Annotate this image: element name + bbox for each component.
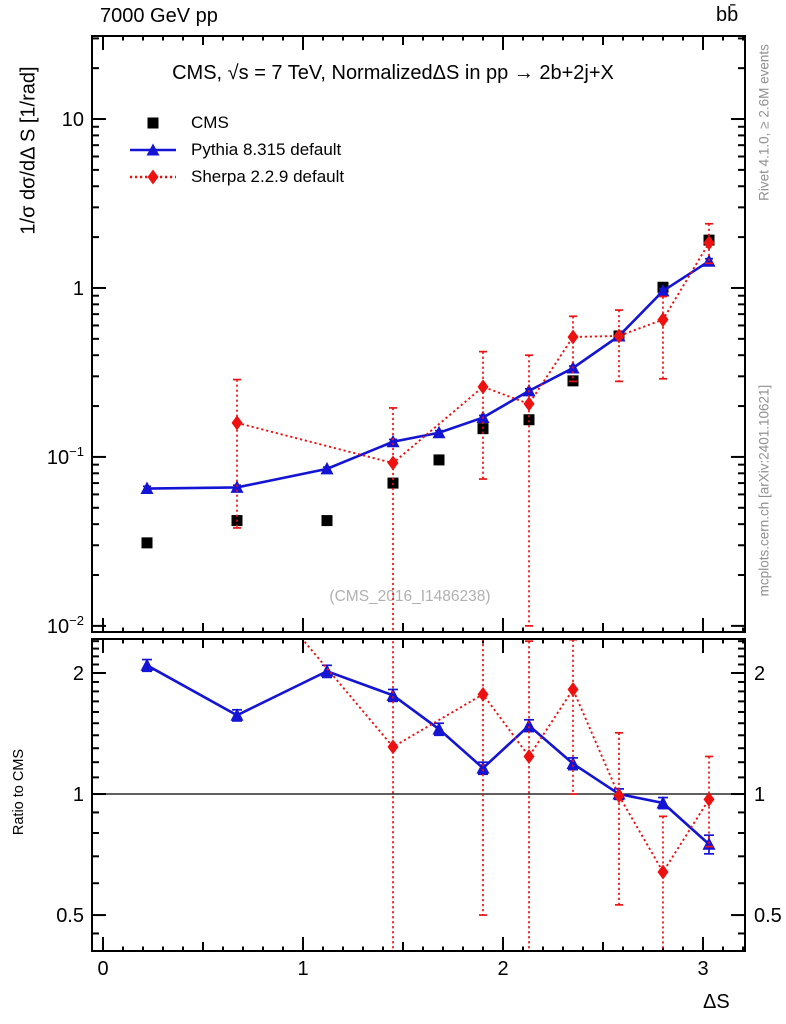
ratio-pythia [140, 658, 716, 855]
ratio-sherpa [232, 554, 715, 950]
ratio-panel-frame [91, 638, 746, 952]
legend-marker-svg [130, 143, 176, 155]
process-label: bb̄ [716, 4, 739, 26]
data-point-triangle [140, 658, 154, 671]
data-point-diamond [657, 312, 669, 328]
data-point-diamond [657, 864, 669, 880]
legend-item-sherpa: Sherpa 2.2.9 default [128, 163, 344, 190]
series-cms [141, 234, 715, 549]
y-tick-label-ratio-left: 1 [73, 784, 84, 806]
data-point-diamond [231, 415, 243, 431]
data-point-diamond [567, 329, 579, 345]
data-point-triangle [566, 756, 580, 770]
data-point-triangle [432, 425, 446, 439]
legend-marker-svg [147, 117, 159, 128]
data-point-triangle [522, 718, 536, 732]
beam-energy-label: 7000 GeV pp [100, 5, 218, 27]
data-point-square [523, 414, 535, 426]
plot-title: CMS, √s = 7 TeV, NormalizedΔS in pp → 2b… [172, 62, 614, 84]
sherpa-ratio-line [301, 640, 710, 874]
data-point-diamond [567, 681, 579, 697]
x-axis-title: ΔS [703, 991, 730, 1013]
data-point-square [433, 454, 445, 466]
analysis-id-watermark: (CMS_2016_I1486238) [329, 588, 491, 605]
data-point-square [321, 515, 333, 527]
legend-item-cms: CMS [128, 109, 344, 136]
sherpa-line [236, 242, 710, 465]
data-point-triangle [476, 761, 490, 774]
data-point-triangle [386, 688, 400, 701]
axis-tick-labels: 0 1 2 3 10 1 10−1 10−2 2 2 1 1 0.5 0.5 [47, 109, 782, 980]
main-panel-frame [91, 35, 746, 633]
data-point-triangle [656, 795, 670, 809]
data-point-diamond [703, 235, 715, 251]
legend-label: Sherpa 2.2.9 default [191, 166, 345, 186]
axis-ticks [92, 36, 745, 951]
x-tick-label: 1 [297, 958, 308, 980]
data-point-diamond [523, 748, 535, 764]
sherpa-marker-icon [128, 167, 178, 187]
x-tick-label: 2 [497, 958, 508, 980]
y-tick-label-ratio-left: 2 [73, 663, 84, 685]
legend-label: CMS [191, 112, 229, 132]
legend-item-pythia: Pythia 8.315 default [128, 136, 344, 163]
data-point-diamond [477, 686, 489, 702]
pythia-line [146, 260, 710, 490]
data-point-triangle [522, 383, 536, 397]
data-point-diamond [477, 379, 489, 395]
data-point-diamond [387, 739, 399, 755]
legend: CMS Pythia 8.315 default Sherpa 2.2.9 de… [128, 109, 344, 190]
pythia-ratio-line [146, 664, 710, 846]
series-pythia [140, 254, 716, 495]
data-point-diamond [613, 328, 625, 344]
y-tick-label-main: 10−2 [47, 613, 84, 638]
x-tick-label: 0 [97, 958, 108, 980]
data-point-diamond [613, 788, 625, 804]
data-point-diamond [523, 396, 535, 412]
cms-marker-icon [128, 113, 178, 133]
data-point-diamond [387, 455, 399, 471]
y-tick-label-main: 10 [62, 109, 84, 131]
data-point-triangle [656, 283, 670, 297]
ratio-panel-data [140, 554, 716, 950]
data-point-triangle [230, 708, 244, 721]
data-point-triangle [432, 722, 446, 735]
data-point-triangle [386, 434, 400, 448]
legend-label: Pythia 8.315 default [191, 139, 342, 159]
pythia-marker-icon [128, 140, 178, 160]
main-panel-data [140, 222, 716, 631]
y-tick-label-ratio-right: 2 [754, 663, 765, 685]
y-tick-label-main: 1 [73, 278, 84, 300]
y-tick-label-main: 10−1 [47, 444, 84, 469]
data-point-square [141, 537, 153, 549]
y-tick-label-ratio-right: 0.5 [754, 905, 782, 927]
y-tick-label-ratio-left: 0.5 [56, 905, 84, 927]
series-sherpa [231, 222, 715, 631]
data-point-diamond [703, 791, 715, 807]
y-tick-label-ratio-right: 1 [754, 784, 765, 806]
data-point-triangle [140, 481, 154, 495]
data-point-diamond [232, 554, 243, 569]
legend-marker-svg [130, 169, 176, 184]
data-point-triangle [320, 461, 334, 475]
x-tick-label: 3 [697, 958, 708, 980]
